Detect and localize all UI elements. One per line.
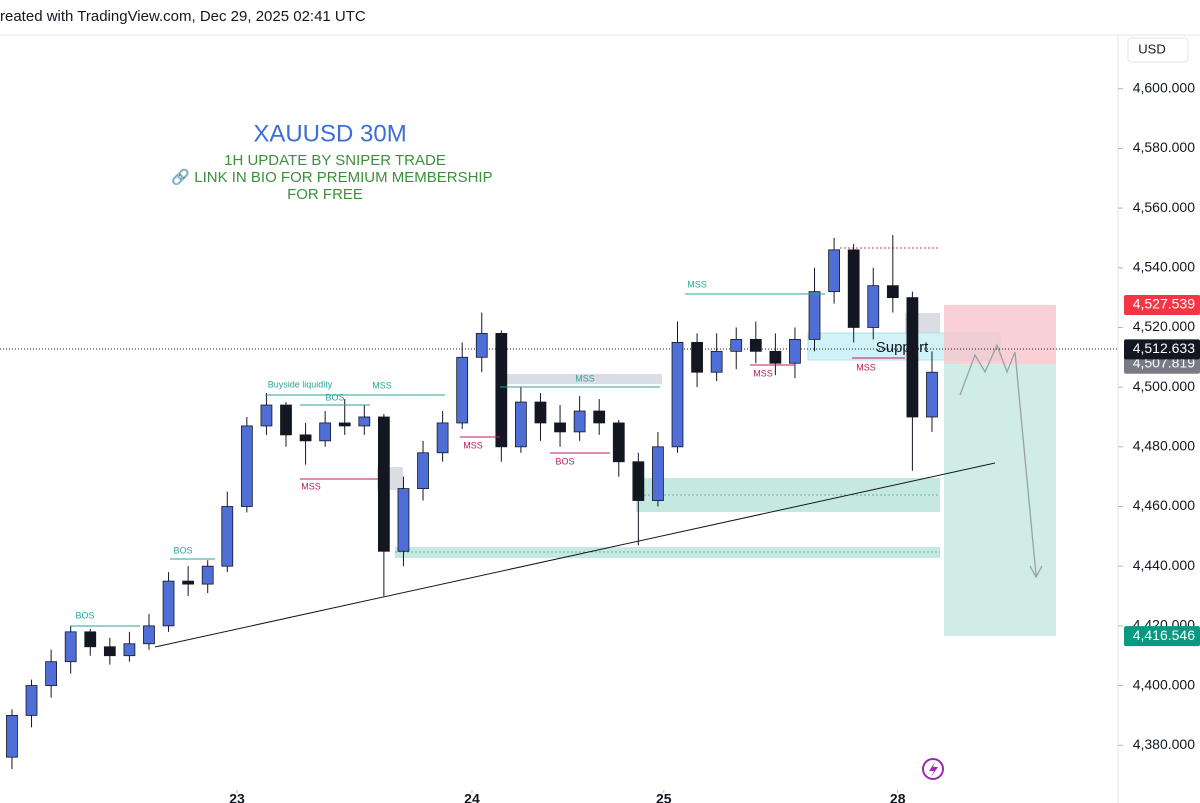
candle-body — [475, 333, 488, 358]
candle-body — [201, 565, 214, 585]
icon-bolt — [929, 762, 938, 777]
annotation: MSS — [575, 373, 595, 383]
candle-body — [417, 452, 429, 489]
annotation: BOS — [555, 456, 574, 466]
candle-body — [6, 714, 18, 758]
candle-body — [671, 341, 684, 448]
header-text: reated with TradingView.com, Dec 29, 202… — [0, 8, 366, 25]
candle-body — [221, 506, 234, 567]
candle-body — [632, 461, 645, 501]
candle-body — [103, 646, 116, 657]
annotation: MSS — [372, 380, 392, 390]
candle-body — [691, 341, 703, 373]
candle-body — [25, 685, 38, 716]
chart-title: XAUUSD 30M — [253, 120, 406, 147]
candle-body — [143, 625, 155, 645]
y-tick-label: 4,600.000 — [1133, 79, 1195, 95]
projection-path — [959, 343, 1043, 579]
candle-body — [886, 285, 899, 299]
candle-body — [182, 580, 195, 585]
price-label-box — [1124, 626, 1200, 647]
y-tick-label: 4,500.000 — [1133, 378, 1195, 394]
candle-body — [769, 350, 782, 364]
candle-body — [534, 401, 547, 424]
candle-body — [162, 580, 175, 627]
candle-body — [554, 422, 566, 433]
annotation: Buyside liquidity — [268, 379, 333, 389]
candle-body — [240, 425, 253, 507]
candle-body — [710, 350, 723, 373]
subtitle: FOR FREE — [287, 186, 363, 203]
stop-zone — [944, 305, 1056, 364]
annotation: MSS — [463, 440, 483, 450]
x-tick-label: 24 — [464, 791, 480, 803]
candle-body — [573, 410, 586, 433]
y-tick-label: 4,400.000 — [1133, 676, 1195, 692]
candle-body — [299, 434, 312, 442]
drawings — [0, 247, 1118, 780]
candle-body — [515, 401, 527, 448]
price-label: 4,512.633 — [1133, 340, 1195, 356]
candle-body — [319, 422, 332, 442]
candle-body — [338, 422, 351, 427]
subtitle: 1H UPDATE BY SNIPER TRADE — [224, 152, 446, 169]
candle-body — [123, 643, 136, 657]
y-tick-label: 4,540.000 — [1133, 258, 1195, 274]
candle-body — [397, 488, 410, 552]
candle-body — [593, 410, 606, 424]
y-tick-label: 4,460.000 — [1133, 497, 1195, 513]
candle-body — [867, 285, 880, 328]
y-tick-label: 4,380.000 — [1133, 736, 1195, 752]
annotation: BOS — [325, 392, 344, 402]
candle-body — [828, 249, 840, 293]
target-zone — [944, 364, 1056, 636]
price-label: 4,527.539 — [1133, 296, 1195, 312]
y-tick-label: 4,480.000 — [1133, 438, 1195, 454]
price-label-box — [1124, 294, 1200, 315]
candle-body — [436, 422, 449, 454]
y-tick-label: 4,580.000 — [1133, 139, 1195, 155]
candle-body — [377, 416, 390, 552]
candle-body — [260, 404, 273, 427]
candle-body — [358, 416, 371, 427]
y-tick-label: 4,560.000 — [1133, 199, 1195, 215]
currency: USD — [1138, 41, 1165, 56]
candle-body — [847, 249, 860, 328]
candle-body — [730, 338, 743, 352]
x-tick-label: 28 — [890, 791, 906, 803]
price-label: 4,416.546 — [1133, 627, 1195, 643]
candle-body — [906, 297, 919, 418]
candle-body — [495, 333, 508, 448]
candle-body — [64, 631, 77, 663]
annotation: BOS — [173, 545, 192, 555]
currency-box[interactable] — [1127, 37, 1189, 63]
subtitle: 🔗 LINK IN BIO FOR PREMIUM MEMBERSHIP — [171, 167, 492, 186]
candle-body — [280, 404, 292, 436]
annotation: MSS — [301, 481, 321, 491]
annotation: MSS — [753, 368, 773, 378]
trendline — [154, 462, 996, 648]
candle-body — [456, 356, 469, 424]
x-tick-label: 23 — [229, 791, 245, 803]
y-tick-label: 4,440.000 — [1133, 557, 1195, 573]
candle-body — [45, 661, 57, 686]
candle-body — [749, 338, 762, 352]
candle-body — [652, 446, 664, 501]
annotation: Support — [876, 339, 929, 356]
y-tick-label: 4,520.000 — [1133, 318, 1195, 334]
candle-body — [84, 631, 97, 648]
price-label-box — [1124, 339, 1200, 360]
candle-body — [808, 291, 821, 340]
annotation: MSS — [687, 279, 707, 289]
annotation: BOS — [75, 610, 94, 620]
icon[interactable] — [922, 758, 944, 780]
candle-body — [612, 422, 625, 463]
candle-body — [789, 338, 801, 364]
candle-body — [926, 371, 938, 418]
x-tick-label: 25 — [656, 791, 672, 803]
annotation: MSS — [856, 362, 876, 372]
zone — [499, 374, 662, 384]
